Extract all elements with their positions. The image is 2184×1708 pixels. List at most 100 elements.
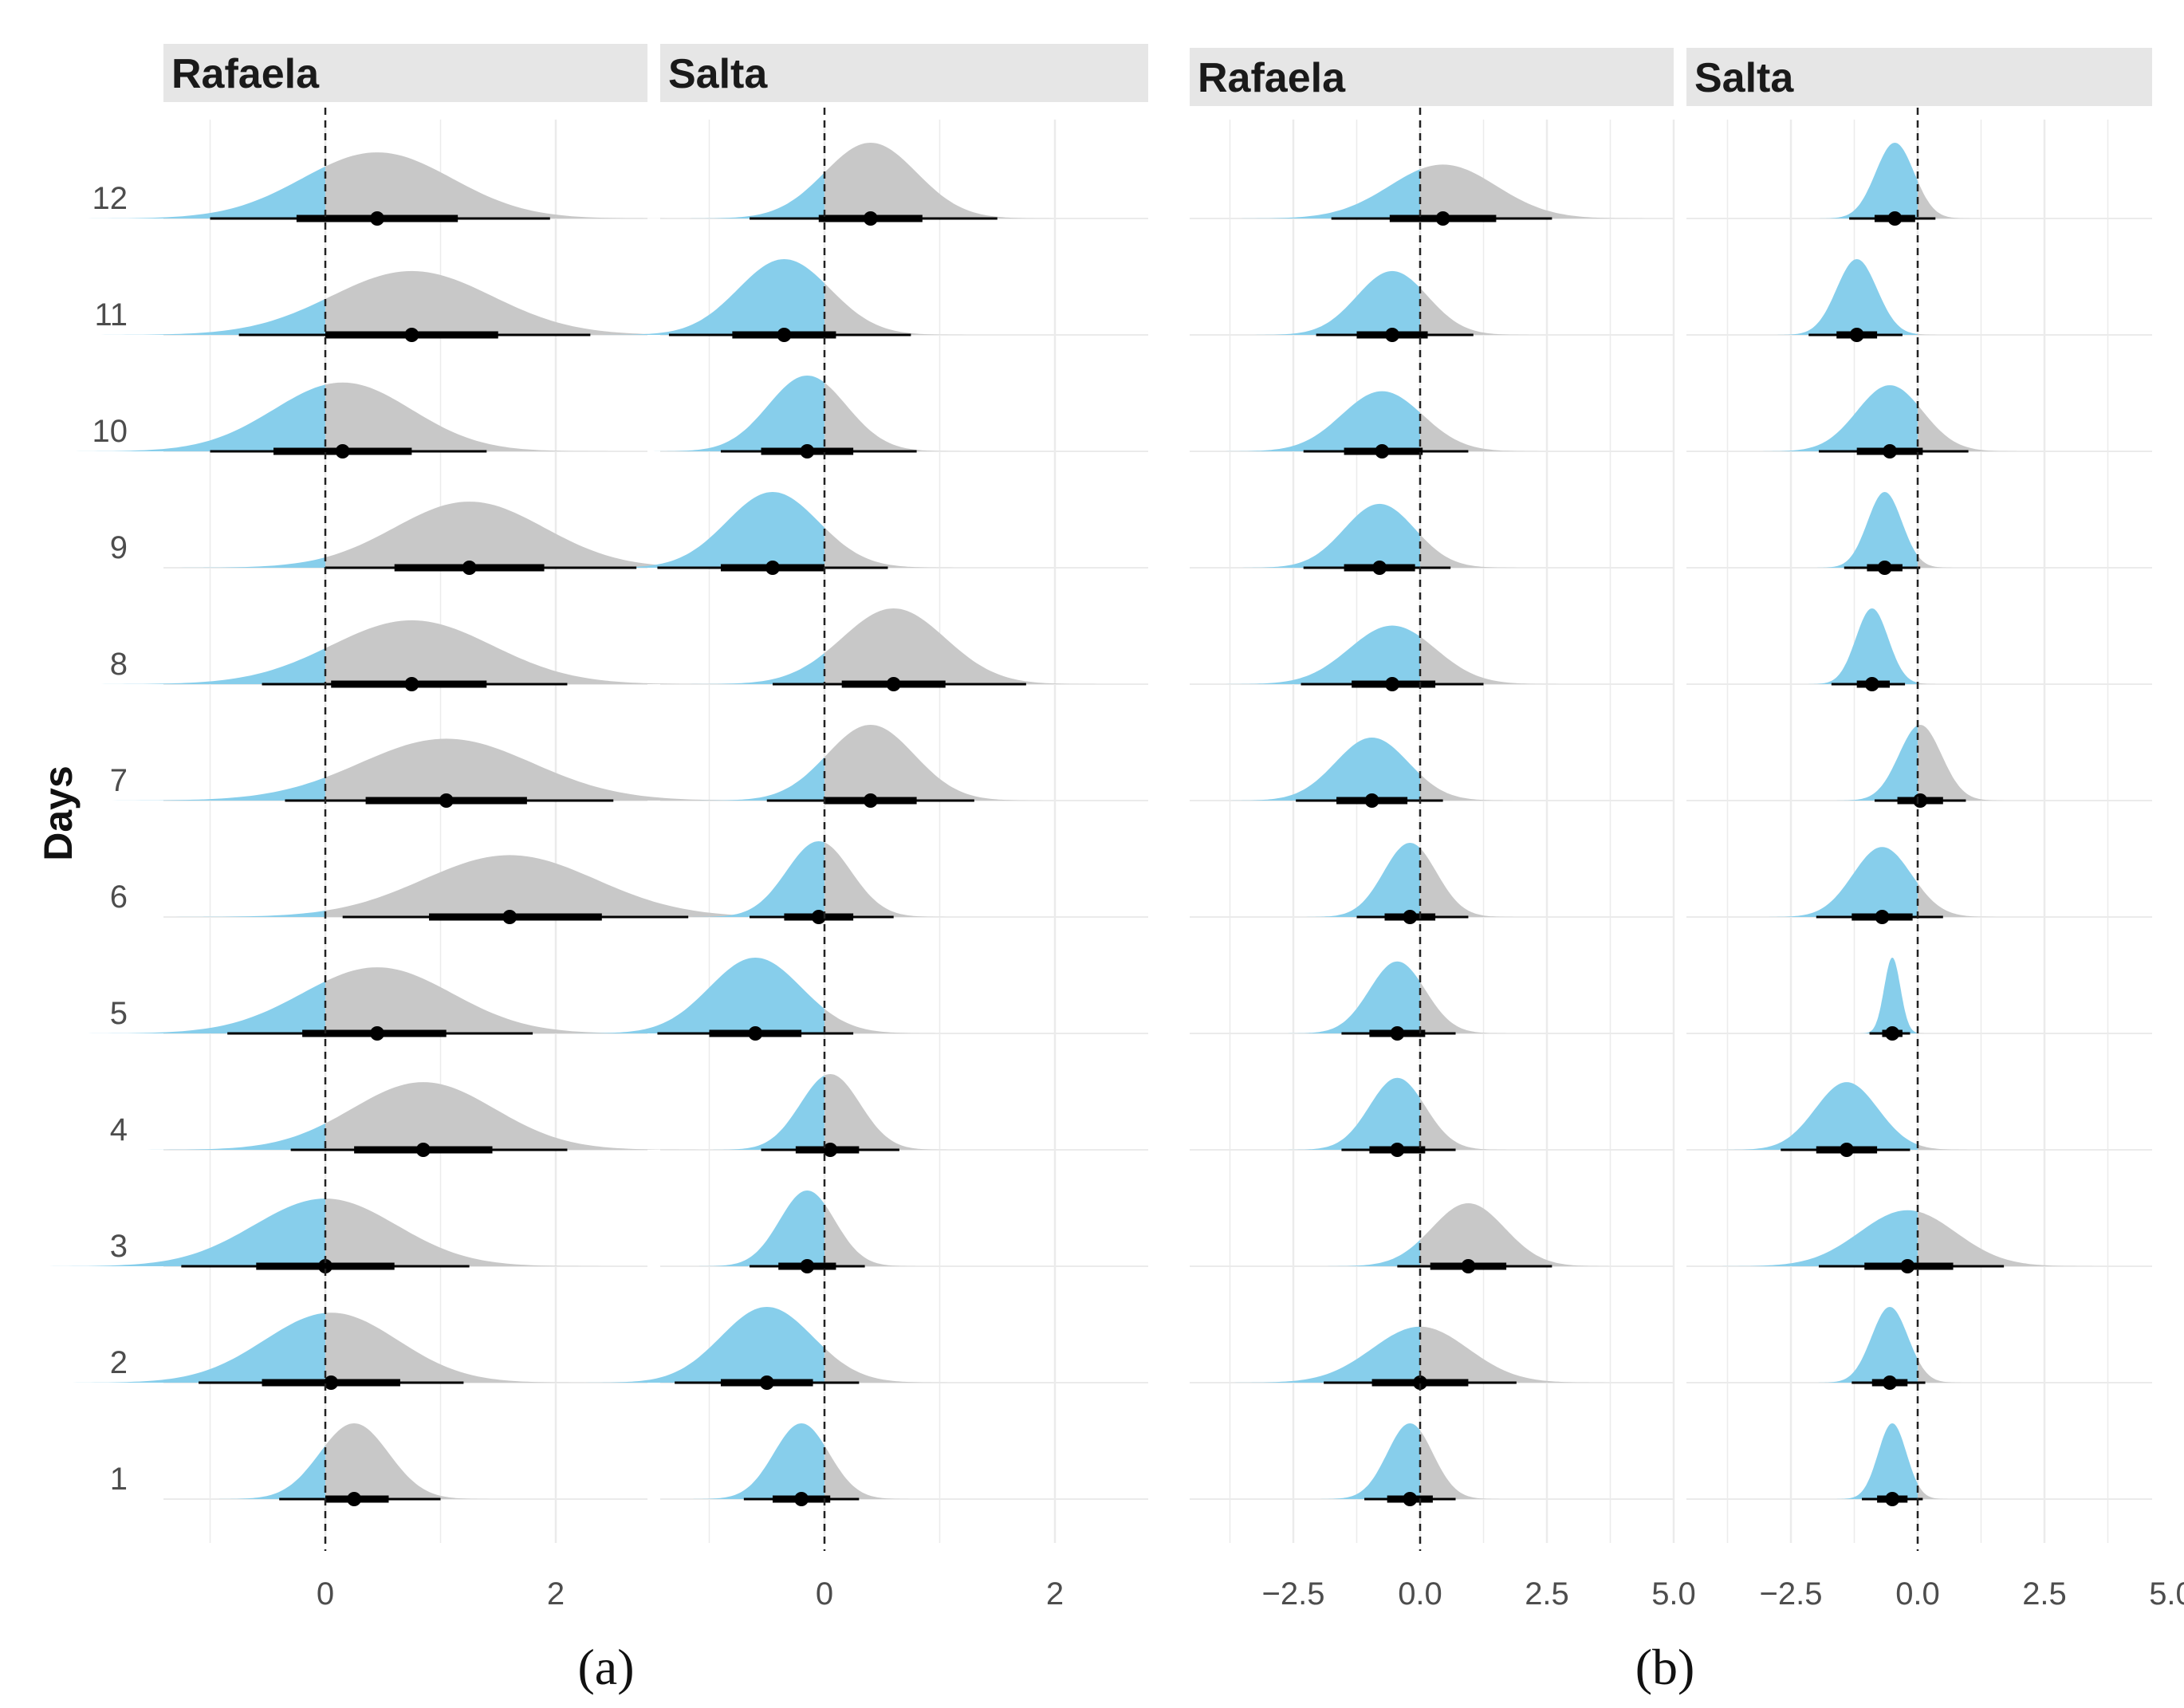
density-negative-b-salta-day-4 (1721, 1082, 1918, 1150)
facet-title-b-salta: Salta (1694, 55, 1794, 101)
density-negative-a-salta-day-2 (582, 1307, 824, 1383)
y-tick-label: 7 (110, 763, 128, 798)
density-negative-a-salta-day-6 (689, 841, 824, 917)
density-positive-b-salta-day-3 (1918, 1211, 2100, 1266)
x-tick-label-b-rafaela: 5.0 (1651, 1576, 1696, 1612)
median-point-b-rafaela-day-11 (1385, 328, 1400, 342)
y-tick-label: 1 (110, 1462, 128, 1497)
median-point-b-rafaela-day-9 (1372, 561, 1387, 575)
density-negative-a-rafaela-day-4 (137, 1123, 325, 1150)
density-negative-b-salta-day-8 (1807, 608, 1918, 684)
density-negative-b-salta-day-9 (1816, 492, 1918, 568)
median-point-b-rafaela-day-12 (1435, 211, 1450, 226)
density-negative-a-salta-day-12 (686, 172, 824, 218)
median-point-b-rafaela-day-7 (1364, 793, 1379, 808)
density-negative-b-salta-day-3 (1714, 1210, 1918, 1266)
density-negative-b-salta-day-6 (1764, 847, 1918, 917)
y-tick-label: 5 (110, 996, 128, 1031)
density-negative-b-rafaela-day-9 (1238, 503, 1420, 568)
median-point-a-salta-day-6 (811, 910, 826, 924)
density-negative-b-rafaela-day-2 (1227, 1326, 1420, 1383)
density-positive-a-salta-day-3 (824, 1203, 918, 1266)
density-negative-a-salta-day-11 (600, 259, 824, 335)
median-point-a-salta-day-11 (777, 328, 792, 342)
y-tick-label: 10 (92, 414, 128, 449)
density-positive-a-rafaela-day-6 (325, 855, 856, 917)
density-negative-a-salta-day-5 (571, 958, 824, 1033)
median-point-a-rafaela-day-3 (318, 1259, 333, 1273)
density-positive-b-rafaela-day-2 (1420, 1326, 1613, 1383)
density-positive-b-salta-day-1 (1918, 1483, 1950, 1499)
median-point-a-rafaela-day-7 (439, 793, 454, 808)
median-point-b-rafaela-day-10 (1375, 444, 1390, 458)
density-positive-b-salta-day-10 (1918, 405, 2022, 451)
density-negative-b-rafaela-day-3 (1322, 1239, 1420, 1266)
median-point-a-rafaela-day-12 (370, 211, 385, 226)
density-positive-b-salta-day-6 (1918, 883, 2000, 917)
y-tick-label: 2 (110, 1345, 128, 1380)
density-positive-b-rafaela-day-8 (1420, 636, 1565, 684)
density-positive-b-rafaela-day-1 (1420, 1430, 1501, 1499)
median-point-a-rafaela-day-9 (462, 561, 477, 575)
facet-title-b-rafaela: Rafaela (1198, 55, 1346, 101)
median-point-b-salta-day-11 (1849, 328, 1864, 342)
density-negative-b-rafaela-day-8 (1219, 625, 1420, 684)
median-point-b-salta-day-5 (1885, 1026, 1900, 1041)
median-point-a-rafaela-day-5 (370, 1026, 385, 1041)
density-positive-b-salta-day-11 (1918, 333, 1938, 335)
x-tick-label-b-salta: −2.5 (1760, 1576, 1823, 1612)
density-negative-a-rafaela-day-6 (163, 911, 325, 917)
density-positive-b-salta-day-2 (1918, 1359, 1963, 1383)
median-point-a-salta-day-7 (863, 793, 878, 808)
median-point-a-salta-day-3 (800, 1259, 815, 1273)
median-point-b-rafaela-day-1 (1403, 1492, 1418, 1506)
median-point-a-salta-day-8 (886, 677, 901, 691)
density-positive-a-salta-day-11 (824, 283, 969, 335)
density-positive-a-rafaela-day-8 (325, 620, 734, 684)
density-positive-b-rafaela-day-5 (1420, 982, 1509, 1033)
facet-strip-a-salta (660, 44, 1148, 102)
x-tick-label-a-salta: 0 (816, 1576, 833, 1612)
y-tick-label: 11 (94, 297, 128, 333)
median-point-a-salta-day-12 (863, 211, 878, 226)
median-point-b-salta-day-12 (1887, 211, 1903, 226)
median-point-b-salta-day-6 (1875, 910, 1890, 924)
density-positive-a-salta-day-1 (824, 1445, 912, 1499)
density-negative-b-rafaela-day-7 (1226, 738, 1420, 801)
density-positive-a-rafaela-day-11 (325, 270, 734, 335)
y-tick-label: 4 (110, 1112, 128, 1147)
median-point-a-salta-day-9 (765, 561, 780, 575)
x-tick-label-b-salta: 2.5 (2022, 1576, 2067, 1612)
density-positive-b-rafaela-day-9 (1420, 534, 1522, 568)
facet-strip-b-rafaela (1190, 48, 1674, 106)
density-positive-a-rafaela-day-1 (325, 1423, 493, 1499)
density-negative-b-salta-day-10 (1757, 385, 1918, 451)
density-negative-a-rafaela-day-9 (169, 557, 325, 568)
y-tick-label: 9 (110, 530, 128, 565)
density-positive-a-rafaela-day-4 (325, 1082, 710, 1150)
density-positive-b-salta-day-7 (1918, 725, 2005, 801)
y-tick-label: 12 (92, 181, 128, 216)
median-point-b-rafaela-day-3 (1461, 1259, 1476, 1273)
density-negative-b-rafaela-day-11 (1249, 270, 1420, 335)
median-point-a-rafaela-day-1 (347, 1492, 362, 1506)
density-negative-a-rafaela-day-11 (89, 298, 326, 335)
y-tick-label: 3 (110, 1229, 128, 1264)
subplot-label-a: (a) (577, 1639, 634, 1695)
y-tick-label: 8 (110, 647, 128, 682)
density-negative-b-salta-day-7 (1835, 725, 1918, 801)
facet-strip-a-rafaela (163, 44, 647, 102)
density-positive-b-rafaela-day-11 (1420, 288, 1535, 335)
density-negative-a-rafaela-day-7 (100, 777, 325, 801)
median-point-a-rafaela-day-10 (335, 444, 350, 458)
density-positive-b-rafaela-day-7 (1420, 773, 1518, 801)
density-negative-b-salta-day-5 (1859, 958, 1918, 1033)
x-tick-label-b-salta: 5.0 (2149, 1576, 2184, 1612)
density-positive-a-salta-day-12 (824, 143, 1055, 218)
x-tick-label-b-rafaela: 2.5 (1525, 1576, 1569, 1612)
median-point-b-salta-day-3 (1900, 1259, 1915, 1273)
density-negative-a-rafaela-day-10 (65, 384, 326, 451)
density-negative-b-rafaela-day-5 (1285, 961, 1420, 1033)
x-tick-label-a-rafaela: 2 (547, 1576, 565, 1612)
density-positive-a-salta-day-5 (824, 1009, 940, 1033)
